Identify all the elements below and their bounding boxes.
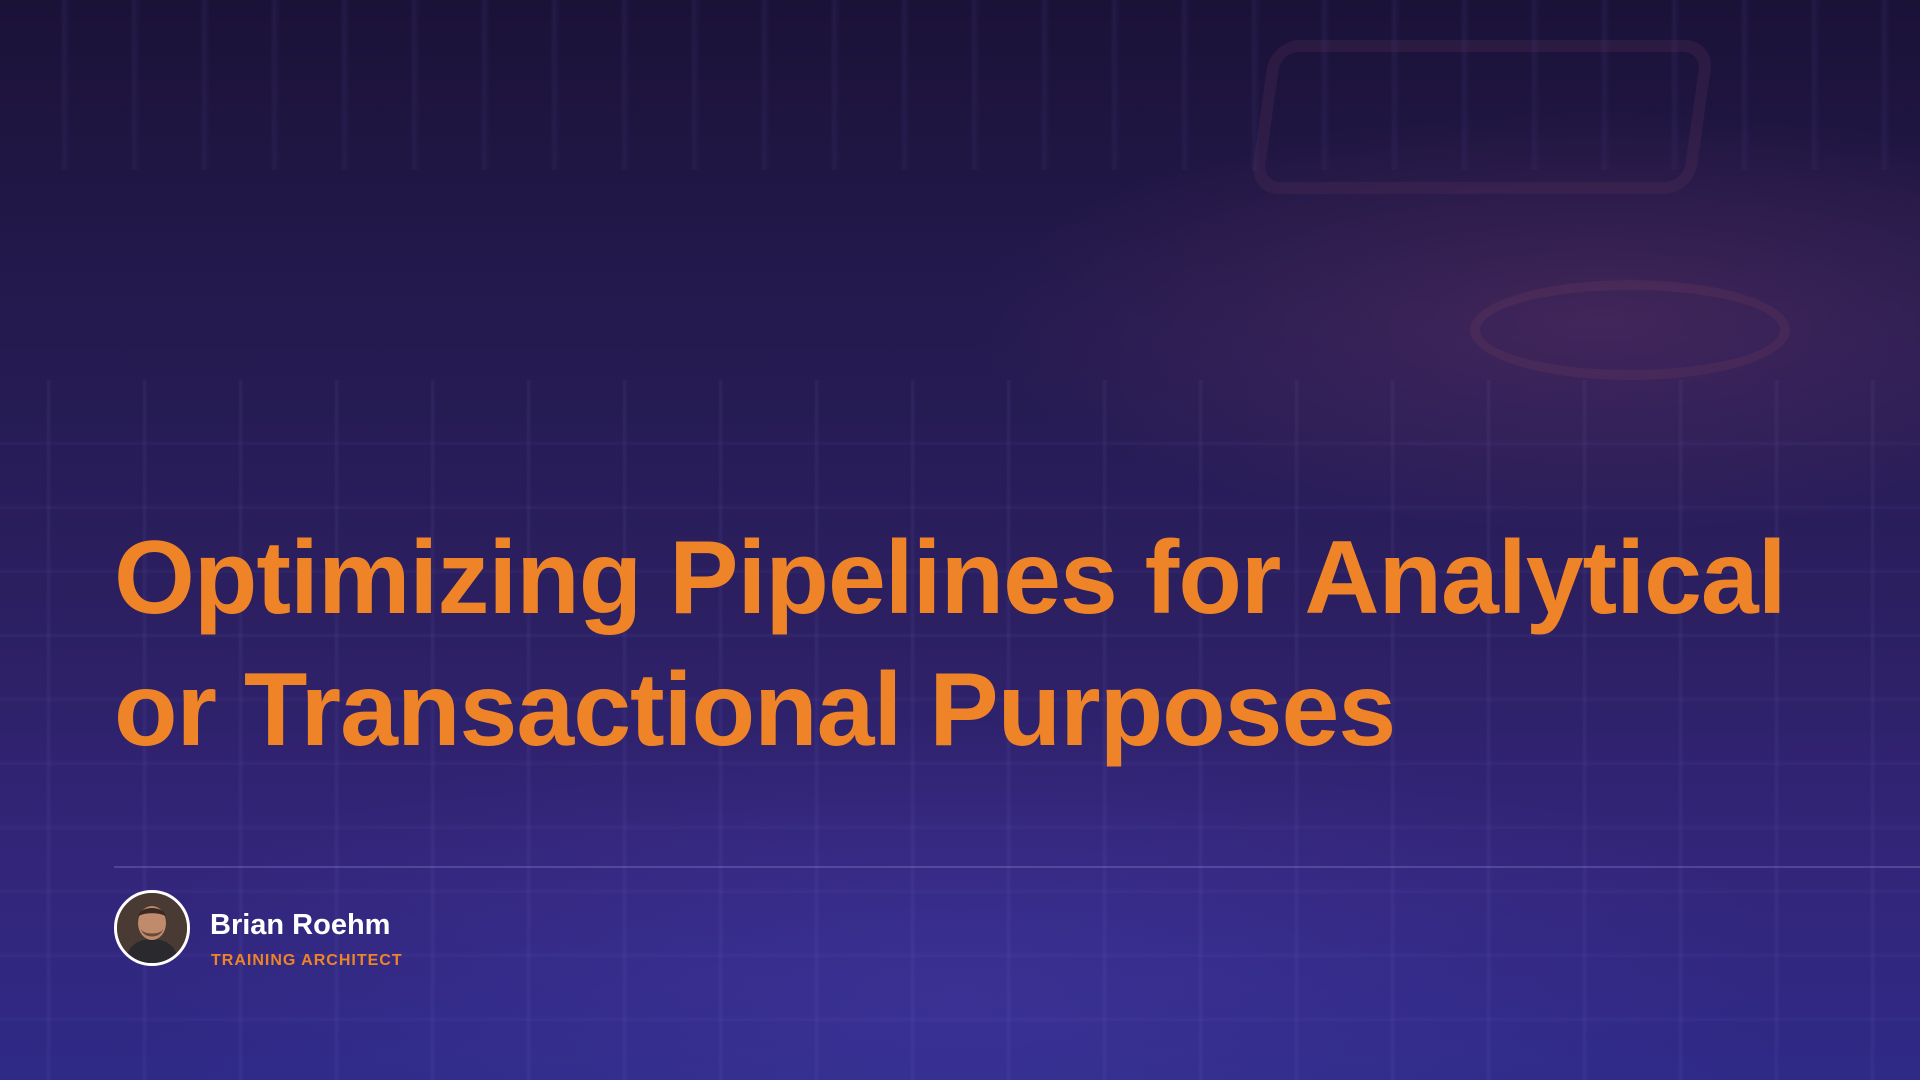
slide-title-line-2: or Transactional Purposes xyxy=(114,652,1396,768)
background-console-rows xyxy=(0,420,1920,1080)
divider-line xyxy=(114,866,1920,868)
background-blur-ring xyxy=(1470,280,1790,380)
background-console-top xyxy=(0,0,1920,170)
background-blur-shape xyxy=(1249,40,1715,194)
presenter-role: TRAINING ARCHITECT xyxy=(211,952,403,969)
slide-title-line-1: Optimizing Pipelines for Analytical xyxy=(114,520,1787,636)
background-console-faders xyxy=(0,380,1920,1080)
presenter-name: Brian Roehm xyxy=(210,909,391,941)
presenter-avatar xyxy=(114,890,190,966)
slide-title: Optimizing Pipelines for Analytical or T… xyxy=(114,512,1894,776)
person-photo-icon xyxy=(117,893,187,963)
